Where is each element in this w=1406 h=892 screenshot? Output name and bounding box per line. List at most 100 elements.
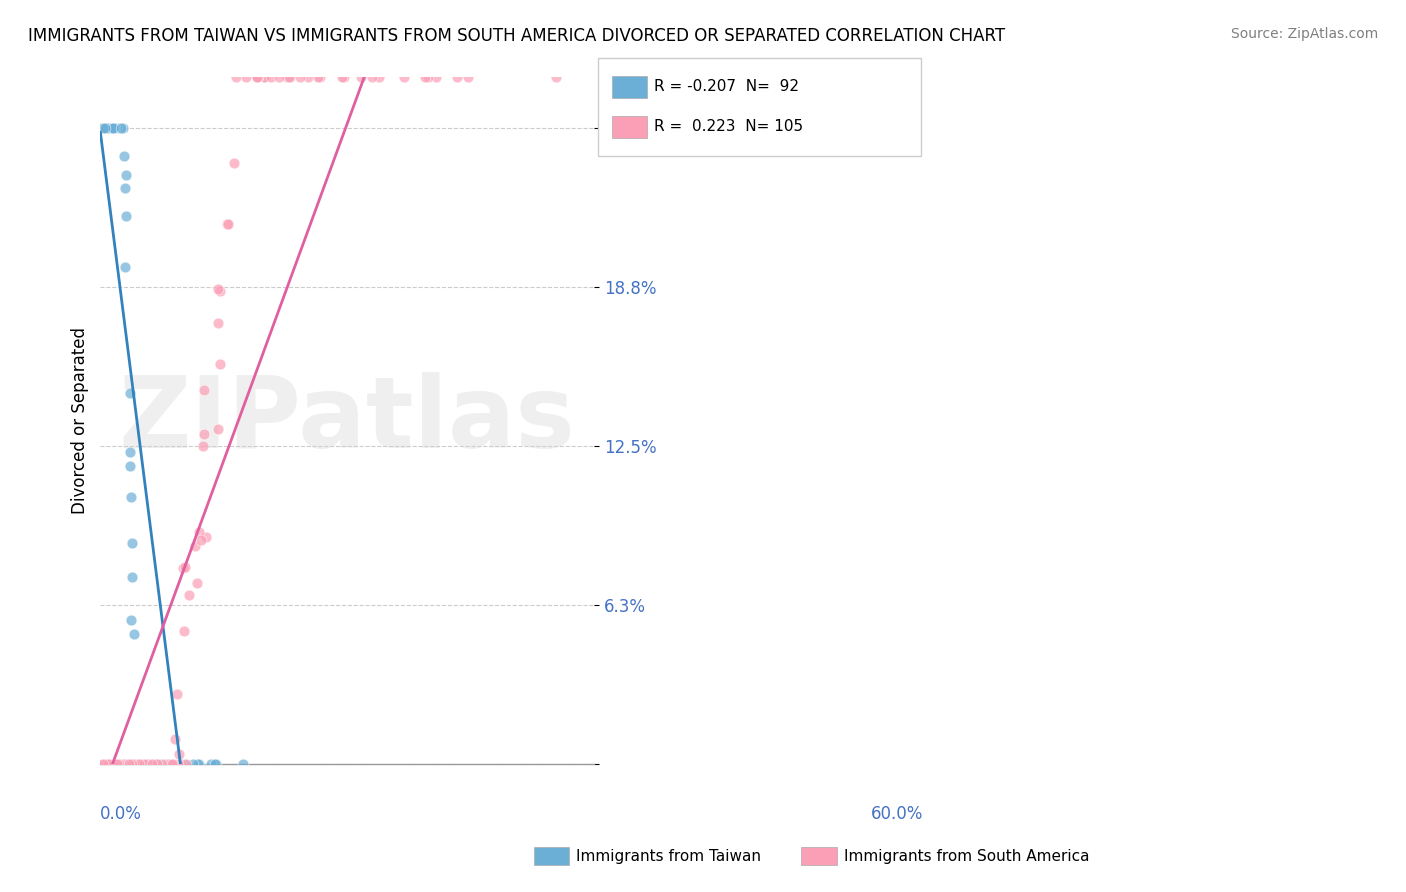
Point [215, 218, 238, 232]
Point [138, 757, 160, 772]
Point [207, 316, 229, 330]
Point [134, 757, 156, 772]
Point [127, 757, 149, 772]
Point [222, 155, 245, 169]
Point [105, 757, 128, 772]
Point [162, 757, 184, 772]
Point [100, 121, 122, 136]
Point [155, 757, 177, 772]
Point [110, 121, 132, 136]
Point [90, 121, 112, 136]
Point [108, 757, 131, 772]
Point [148, 757, 170, 772]
Point [122, 757, 145, 772]
Point [193, 383, 215, 397]
Point [90, 121, 112, 136]
Point [138, 757, 160, 772]
Point [156, 757, 179, 772]
Point [94, 121, 117, 136]
Point [160, 757, 183, 772]
Point [138, 757, 160, 772]
Point [204, 757, 226, 772]
Point [104, 121, 127, 136]
Point [124, 757, 146, 772]
Point [111, 757, 134, 772]
Point [235, 70, 257, 85]
Point [181, 757, 204, 772]
Point [114, 181, 136, 195]
Point [96, 121, 118, 136]
Point [108, 121, 131, 136]
Point [120, 490, 142, 504]
Point [90, 757, 112, 772]
Point [155, 757, 177, 772]
Point [288, 70, 311, 85]
Point [98, 757, 121, 772]
Point [193, 427, 215, 442]
Point [413, 70, 436, 85]
Point [132, 757, 155, 772]
Point [446, 70, 468, 85]
Point [97, 757, 120, 772]
Point [98, 121, 121, 136]
Point [100, 121, 122, 136]
Point [93, 757, 115, 772]
Point [115, 209, 138, 223]
Point [157, 757, 180, 772]
Point [91, 121, 114, 136]
Point [118, 757, 141, 772]
Point [132, 757, 155, 772]
Point [146, 757, 169, 772]
Point [107, 757, 129, 772]
Point [108, 757, 131, 772]
Point [96, 121, 118, 136]
Point [138, 757, 160, 772]
Point [129, 757, 152, 772]
Point [134, 757, 156, 772]
Point [129, 757, 152, 772]
Point [94, 121, 117, 136]
Point [98, 757, 121, 772]
Text: 60.0%: 60.0% [872, 805, 924, 823]
Point [120, 757, 142, 772]
Point [208, 284, 231, 298]
Point [267, 70, 290, 85]
Point [174, 560, 197, 574]
Point [94, 121, 117, 136]
Point [173, 624, 195, 639]
Point [143, 757, 166, 772]
Point [120, 613, 142, 627]
Point [142, 757, 165, 772]
Point [131, 757, 153, 772]
Point [232, 757, 254, 772]
Point [183, 540, 205, 554]
Point [145, 757, 167, 772]
Point [173, 757, 195, 772]
Y-axis label: Divorced or Separated: Divorced or Separated [72, 327, 89, 515]
Point [150, 757, 173, 772]
Point [177, 588, 200, 602]
Point [104, 121, 127, 136]
Point [98, 757, 121, 772]
Point [368, 70, 391, 85]
Point [200, 757, 222, 772]
Text: 0.0%: 0.0% [100, 805, 142, 823]
Point [110, 121, 132, 136]
Point [91, 121, 114, 136]
Text: Immigrants from Taiwan: Immigrants from Taiwan [576, 849, 762, 863]
Point [93, 121, 115, 136]
Point [166, 757, 188, 772]
Point [121, 757, 143, 772]
Point [191, 439, 214, 453]
Point [186, 575, 208, 590]
Point [101, 121, 124, 136]
Point [120, 386, 142, 401]
Point [160, 757, 183, 772]
Point [277, 70, 299, 85]
Point [97, 121, 120, 136]
Point [187, 757, 209, 772]
Point [128, 757, 150, 772]
Point [162, 757, 184, 772]
Point [96, 121, 118, 136]
Point [94, 757, 117, 772]
